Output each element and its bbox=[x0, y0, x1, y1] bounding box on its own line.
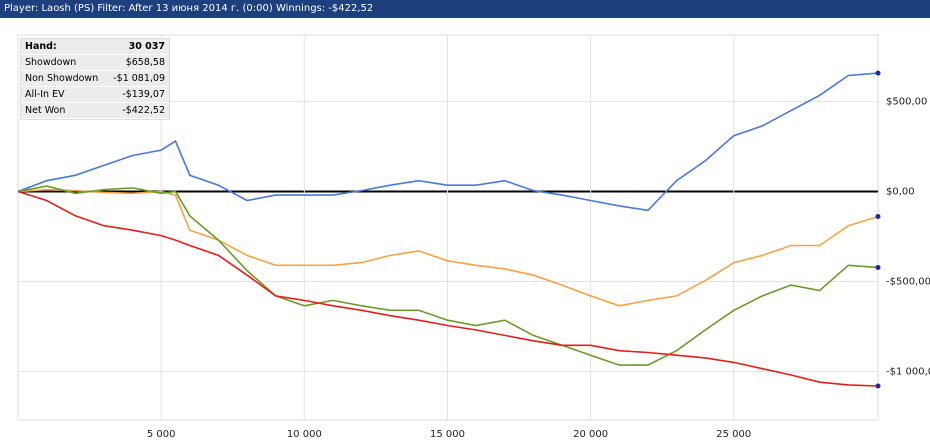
series-line bbox=[17, 188, 879, 307]
stats-value: $658,58 bbox=[125, 57, 165, 68]
title-bar: Player: Laosh (PS) Filter: After 13 июня… bbox=[0, 0, 930, 18]
stats-value: -$422,52 bbox=[122, 105, 165, 116]
end-marker bbox=[875, 214, 881, 220]
stats-label: Net Won bbox=[25, 105, 66, 116]
stats-row: Net Won -$422,52 bbox=[21, 103, 169, 119]
end-marker bbox=[875, 264, 881, 270]
stats-value: 30 037 bbox=[128, 41, 165, 52]
series-line bbox=[17, 72, 879, 212]
stats-value: -$139,07 bbox=[122, 89, 165, 100]
stats-label: All-In EV bbox=[25, 89, 65, 100]
x-tick-label: 25 000 bbox=[716, 429, 751, 440]
y-tick-label: -$1 000,00 bbox=[886, 366, 930, 377]
stats-row: Hand: 30 037 bbox=[21, 39, 169, 55]
stats-row: All-In EV -$139,07 bbox=[21, 87, 169, 103]
stats-row: Showdown $658,58 bbox=[21, 55, 169, 71]
stats-row: Non Showdown -$1 081,09 bbox=[21, 71, 169, 87]
end-marker bbox=[875, 70, 881, 76]
series-line bbox=[17, 185, 879, 366]
stats-value: -$1 081,09 bbox=[113, 73, 165, 84]
y-tick-label: -$500,00 bbox=[886, 276, 930, 287]
y-tick-label: $0,00 bbox=[886, 187, 915, 198]
stats-label: Hand: bbox=[25, 41, 57, 52]
x-tick-label: 10 000 bbox=[287, 429, 322, 440]
stats-box: Hand: 30 037 Showdown $658,58 Non Showdown -$… bbox=[20, 38, 170, 120]
x-tick-label: 5 000 bbox=[147, 429, 176, 440]
x-tick-label: 20 000 bbox=[573, 429, 608, 440]
stats-label: Non Showdown bbox=[25, 73, 99, 84]
stats-label: Showdown bbox=[25, 57, 77, 68]
end-marker bbox=[875, 383, 881, 389]
series-line bbox=[17, 190, 879, 387]
y-tick-label: $500,00 bbox=[886, 97, 927, 108]
x-tick-label: 15 000 bbox=[430, 429, 465, 440]
